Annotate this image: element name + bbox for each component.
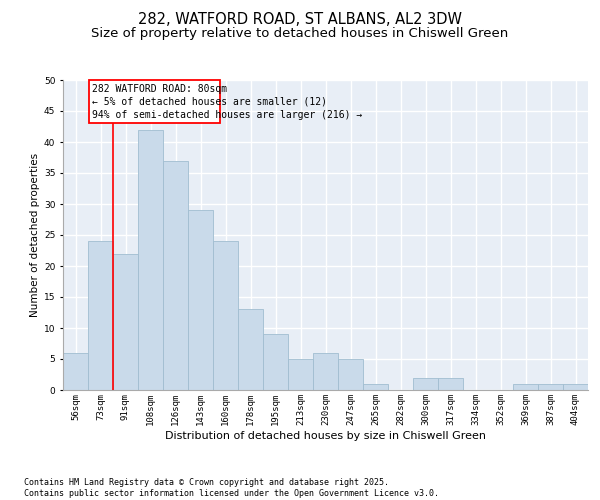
Bar (513, 384, 538, 390)
Bar (363, 384, 388, 390)
Bar (413, 378, 438, 390)
Bar (538, 384, 563, 390)
Bar (63, 353, 88, 390)
Text: 282 WATFORD ROAD: 80sqm: 282 WATFORD ROAD: 80sqm (92, 84, 227, 94)
Y-axis label: Number of detached properties: Number of detached properties (29, 153, 40, 317)
Bar (338, 359, 363, 390)
Text: Size of property relative to detached houses in Chiswell Green: Size of property relative to detached ho… (91, 28, 509, 40)
Bar (238, 310, 263, 390)
Bar (438, 378, 463, 390)
Bar (138, 130, 163, 390)
Bar (88, 241, 113, 390)
Bar (163, 160, 188, 390)
Bar (113, 254, 138, 390)
Bar (89, 80, 221, 124)
Text: Contains HM Land Registry data © Crown copyright and database right 2025.
Contai: Contains HM Land Registry data © Crown c… (24, 478, 439, 498)
Bar (263, 334, 288, 390)
Bar (213, 241, 238, 390)
Bar (188, 210, 213, 390)
Text: 94% of semi-detached houses are larger (216) →: 94% of semi-detached houses are larger (… (92, 110, 362, 120)
Text: 282, WATFORD ROAD, ST ALBANS, AL2 3DW: 282, WATFORD ROAD, ST ALBANS, AL2 3DW (138, 12, 462, 28)
Bar (313, 353, 338, 390)
X-axis label: Distribution of detached houses by size in Chiswell Green: Distribution of detached houses by size … (165, 430, 486, 440)
Text: ← 5% of detached houses are smaller (12): ← 5% of detached houses are smaller (12) (92, 96, 327, 106)
Bar (563, 384, 588, 390)
Bar (288, 359, 313, 390)
